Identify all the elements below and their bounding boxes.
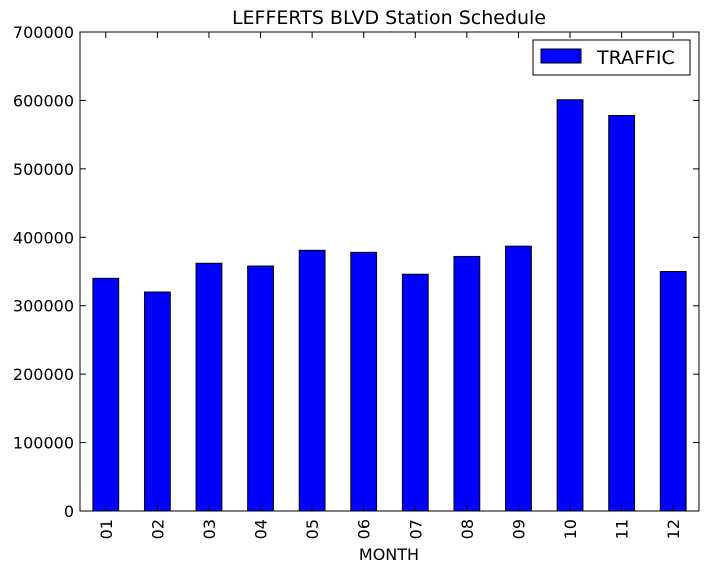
x-tick-label: 10 <box>561 519 580 539</box>
y-tick-label: 200000 <box>13 365 74 384</box>
y-axis: 0 100000 200000 300000 400000 500000 600000 700… <box>13 23 699 521</box>
y-tick-label: 700000 <box>13 23 74 42</box>
x-axis: 01 02 03 04 05 06 07 08 09 10 11 12 <box>97 32 683 539</box>
bar-01 <box>92 277 120 512</box>
y-tick-label: 500000 <box>13 160 74 179</box>
bar-12 <box>659 271 687 512</box>
y-tick-label: 400000 <box>13 228 74 247</box>
x-tick-label: 01 <box>97 519 116 539</box>
y-tick-label: 0 <box>64 502 74 521</box>
bar-06 <box>350 251 378 512</box>
x-tick-label: 02 <box>148 519 167 539</box>
x-tick-label: 03 <box>200 519 219 539</box>
bar-05 <box>298 249 326 512</box>
bars-group <box>92 99 687 512</box>
x-tick-label: 11 <box>613 519 632 539</box>
bar-03 <box>195 262 223 512</box>
bar-08 <box>453 255 481 512</box>
y-tick-label: 600000 <box>13 91 74 110</box>
x-tick-label: 07 <box>406 519 425 539</box>
x-tick-label: 04 <box>252 519 271 539</box>
y-tick-label: 100000 <box>13 434 74 453</box>
x-tick-label: 06 <box>355 519 374 539</box>
bar-09 <box>505 245 532 512</box>
chart-title: LEFFERTS BLVD Station Schedule <box>232 7 546 29</box>
bar-10 <box>556 99 584 512</box>
legend-label: TRAFFIC <box>596 47 675 69</box>
bar-07 <box>401 273 429 512</box>
bar-02 <box>143 291 171 512</box>
x-tick-label: 05 <box>303 519 322 539</box>
x-axis-label: MONTH <box>359 545 419 564</box>
bar-11 <box>608 114 636 512</box>
x-tick-label: 08 <box>458 519 477 539</box>
bar-04 <box>247 265 274 512</box>
legend-swatch <box>540 48 582 64</box>
x-tick-label: 12 <box>664 519 683 539</box>
y-tick-label: 300000 <box>13 297 74 316</box>
x-tick-label: 09 <box>509 519 528 539</box>
plot-frame <box>79 31 700 512</box>
legend: TRAFFIC <box>532 39 691 76</box>
